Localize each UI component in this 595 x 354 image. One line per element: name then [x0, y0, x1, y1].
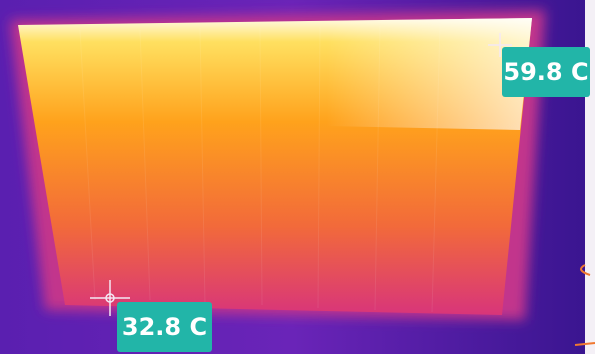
crosshair: [488, 33, 512, 57]
crosshair: [90, 280, 130, 316]
temperature-label: 59.8 C: [502, 47, 590, 97]
temperature-label: 32.8 C: [117, 302, 212, 352]
